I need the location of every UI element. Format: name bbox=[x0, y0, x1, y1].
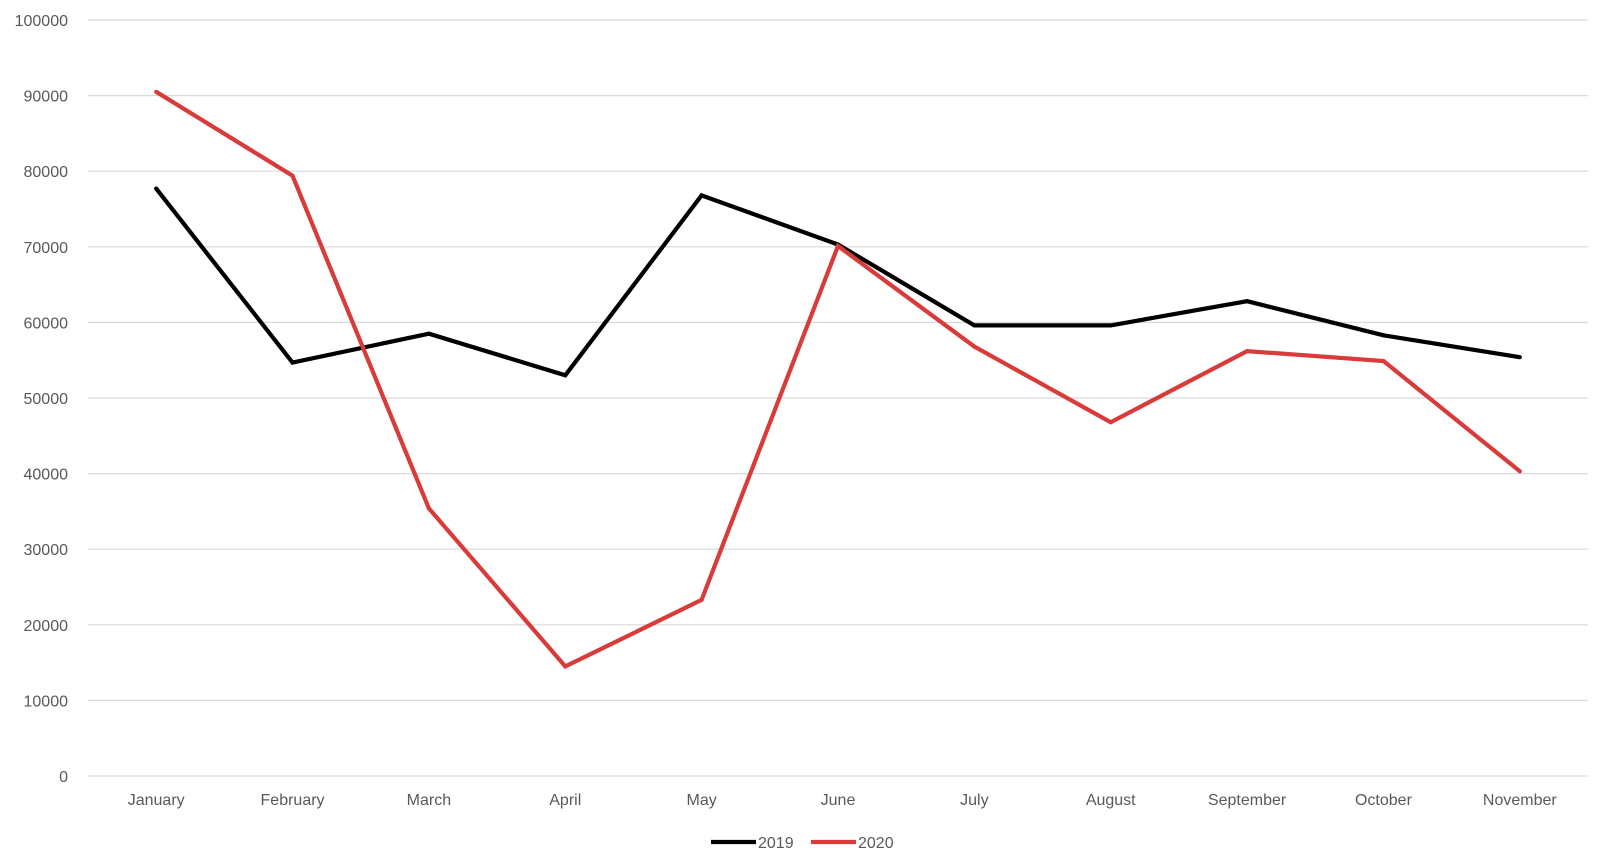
x-tick-label: April bbox=[549, 792, 581, 809]
x-tick-label: August bbox=[1086, 792, 1136, 809]
y-tick-label: 90000 bbox=[24, 89, 69, 106]
gridlines bbox=[88, 19, 1588, 777]
x-tick-label: May bbox=[687, 792, 717, 809]
series-lines bbox=[154, 89, 1522, 669]
y-tick-label: 100000 bbox=[15, 13, 68, 30]
data-point-2020 bbox=[426, 506, 432, 511]
data-point-2019 bbox=[699, 193, 704, 198]
y-axis-ticks: 0 10000 20000 30000 40000 50000 60000 70000 8000… bbox=[15, 13, 68, 786]
data-point-2020 bbox=[1108, 420, 1113, 425]
y-tick-label: 50000 bbox=[24, 391, 69, 408]
y-tick-label: 60000 bbox=[24, 315, 69, 332]
data-point-2020 bbox=[835, 243, 841, 249]
series-line-2020 bbox=[155, 90, 1522, 669]
x-tick-label: September bbox=[1208, 792, 1287, 809]
x-tick-label: February bbox=[261, 792, 325, 809]
data-point-2019 bbox=[154, 186, 159, 191]
data-point-2019 bbox=[290, 360, 295, 365]
data-point-2020 bbox=[290, 173, 295, 178]
x-tick-label: June bbox=[821, 792, 856, 809]
data-point-2020 bbox=[154, 89, 159, 94]
x-tick-label: March bbox=[407, 792, 451, 809]
x-tick-label: July bbox=[960, 792, 988, 809]
data-point-2020 bbox=[1381, 358, 1386, 364]
legend-item-2019: 2019 bbox=[711, 835, 794, 852]
data-point-2019 bbox=[1244, 299, 1250, 304]
legend-item-2020: 2020 bbox=[811, 835, 894, 852]
legend-label: 2019 bbox=[758, 835, 794, 852]
y-tick-label: 80000 bbox=[24, 164, 69, 181]
data-point-2020 bbox=[1244, 349, 1250, 354]
y-tick-label: 40000 bbox=[24, 467, 69, 484]
legend-label: 2020 bbox=[858, 835, 894, 852]
x-tick-label: January bbox=[128, 792, 185, 809]
data-point-2019 bbox=[1517, 355, 1522, 360]
data-point-2020 bbox=[699, 597, 704, 602]
data-point-2020 bbox=[1517, 469, 1522, 474]
x-axis-ticks: January February March April May June July Augu… bbox=[128, 792, 1558, 809]
x-tick-label: October bbox=[1355, 792, 1413, 809]
y-tick-label: 20000 bbox=[24, 618, 69, 635]
y-tick-label: 30000 bbox=[24, 542, 69, 559]
data-point-2019 bbox=[1381, 333, 1386, 338]
y-tick-label: 10000 bbox=[24, 693, 69, 710]
data-point-2020 bbox=[563, 664, 568, 669]
data-point-2020 bbox=[972, 344, 977, 349]
data-point-2019 bbox=[426, 331, 432, 336]
y-tick-label: 0 bbox=[59, 769, 68, 786]
data-point-2019 bbox=[1108, 323, 1113, 328]
x-tick-label: November bbox=[1483, 792, 1557, 809]
data-point-2019 bbox=[972, 323, 977, 328]
legend: 2019 2020 bbox=[711, 835, 894, 852]
y-tick-label: 70000 bbox=[24, 240, 69, 257]
data-point-2019 bbox=[563, 373, 568, 378]
